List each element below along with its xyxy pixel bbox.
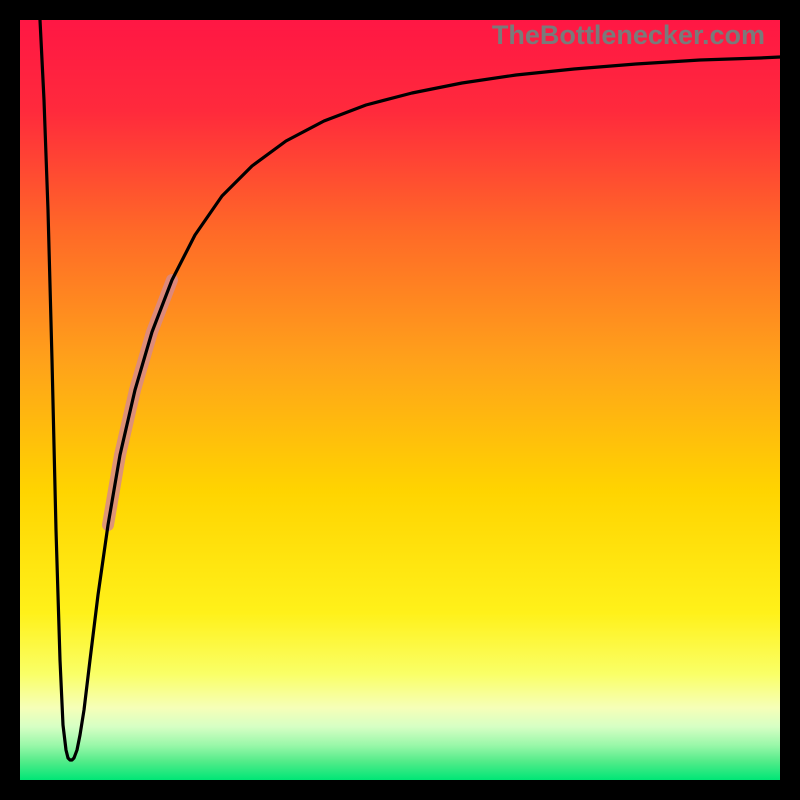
bottleneck-curve	[20, 20, 780, 780]
curve-highlight	[108, 280, 172, 525]
chart-frame: TheBottlenecker.com	[0, 0, 800, 800]
watermark-text: TheBottlenecker.com	[492, 20, 765, 51]
curve-main	[40, 20, 780, 760]
